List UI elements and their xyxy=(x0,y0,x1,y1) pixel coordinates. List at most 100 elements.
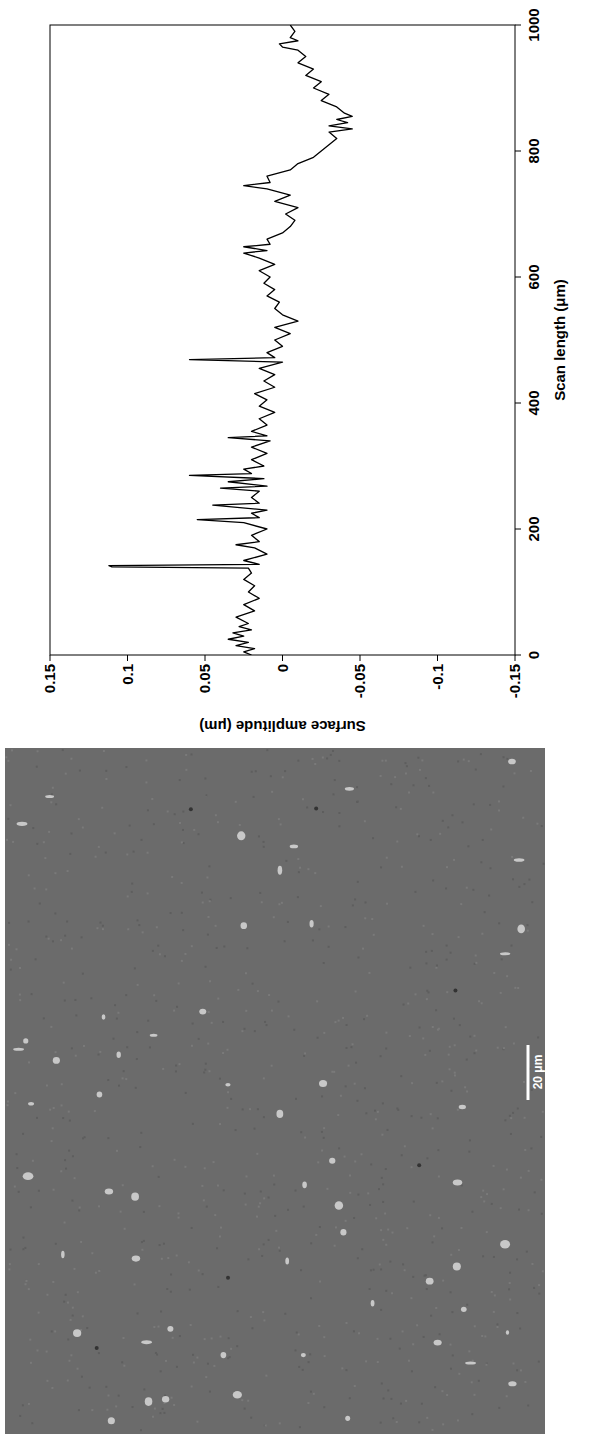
texture xyxy=(90,997,92,999)
texture xyxy=(98,1270,100,1272)
texture xyxy=(517,987,519,989)
texture xyxy=(127,895,129,897)
x-tick xyxy=(515,25,521,26)
texture xyxy=(484,911,486,913)
texture xyxy=(230,1348,232,1350)
texture xyxy=(265,1024,267,1026)
texture xyxy=(418,835,420,837)
texture xyxy=(298,1333,300,1335)
texture xyxy=(468,1350,470,1352)
particle xyxy=(117,1052,121,1058)
texture xyxy=(55,1051,57,1053)
texture xyxy=(207,934,209,936)
texture xyxy=(531,1263,533,1265)
y-tick-label: -0.05 xyxy=(351,664,368,698)
texture xyxy=(206,876,208,878)
texture xyxy=(18,1191,20,1193)
texture xyxy=(182,829,184,831)
texture xyxy=(416,1324,418,1326)
texture xyxy=(70,832,72,834)
texture xyxy=(432,792,434,794)
texture xyxy=(538,1293,540,1295)
texture xyxy=(345,1047,347,1049)
texture xyxy=(107,1394,109,1396)
texture xyxy=(54,1330,56,1332)
texture xyxy=(524,1149,526,1151)
texture xyxy=(321,1150,323,1152)
y-axis-title: Surface amplitude (μm) xyxy=(199,718,366,735)
texture xyxy=(167,1257,169,1259)
texture xyxy=(8,1268,10,1270)
texture xyxy=(450,952,452,954)
texture xyxy=(319,1281,321,1283)
particle xyxy=(102,1014,106,1019)
texture xyxy=(71,948,73,950)
texture xyxy=(503,1047,505,1049)
texture xyxy=(50,1026,52,1028)
texture xyxy=(541,1213,543,1215)
texture xyxy=(19,999,21,1001)
texture xyxy=(338,825,340,827)
texture xyxy=(506,1395,508,1397)
texture xyxy=(522,817,524,819)
texture xyxy=(389,1261,391,1263)
texture xyxy=(171,876,173,878)
texture xyxy=(174,813,176,815)
texture xyxy=(257,1108,259,1110)
texture xyxy=(381,1382,383,1384)
texture xyxy=(385,1244,387,1246)
texture xyxy=(377,1338,379,1340)
texture xyxy=(28,1061,30,1063)
texture xyxy=(196,1421,198,1423)
texture xyxy=(323,1137,325,1139)
particle xyxy=(221,1352,227,1358)
texture xyxy=(274,1215,276,1217)
texture xyxy=(6,839,8,841)
texture xyxy=(11,749,13,751)
texture xyxy=(493,1311,495,1313)
texture xyxy=(275,1230,277,1232)
texture xyxy=(434,1386,436,1388)
texture xyxy=(158,1205,160,1207)
texture xyxy=(107,1137,109,1139)
texture xyxy=(208,1070,210,1072)
texture xyxy=(204,1069,206,1071)
texture xyxy=(369,1204,371,1206)
texture xyxy=(95,856,97,858)
particle xyxy=(371,1300,375,1306)
texture xyxy=(309,1353,311,1355)
texture xyxy=(345,1220,347,1222)
texture xyxy=(127,928,129,930)
texture xyxy=(60,939,62,941)
texture xyxy=(475,962,477,964)
texture xyxy=(157,945,159,947)
texture xyxy=(412,1343,414,1345)
texture xyxy=(263,841,265,843)
texture xyxy=(506,758,508,760)
y-tick xyxy=(515,655,516,661)
texture xyxy=(509,1115,511,1117)
texture xyxy=(295,1349,297,1351)
texture xyxy=(284,940,286,942)
texture xyxy=(112,1038,114,1040)
texture xyxy=(211,1022,213,1024)
texture xyxy=(314,763,316,765)
texture xyxy=(99,1051,101,1053)
texture xyxy=(303,1055,305,1057)
texture xyxy=(268,994,270,996)
texture xyxy=(198,833,200,835)
texture xyxy=(409,1035,411,1037)
particle xyxy=(301,1353,306,1357)
texture xyxy=(332,750,334,752)
texture xyxy=(395,806,397,808)
texture xyxy=(436,965,438,967)
texture xyxy=(79,770,81,772)
texture xyxy=(380,1055,382,1057)
texture xyxy=(217,998,219,1000)
x-tick xyxy=(515,403,521,404)
texture xyxy=(223,946,225,948)
texture xyxy=(506,975,508,977)
texture xyxy=(35,958,37,960)
texture xyxy=(147,1020,149,1022)
particle xyxy=(500,1240,510,1248)
